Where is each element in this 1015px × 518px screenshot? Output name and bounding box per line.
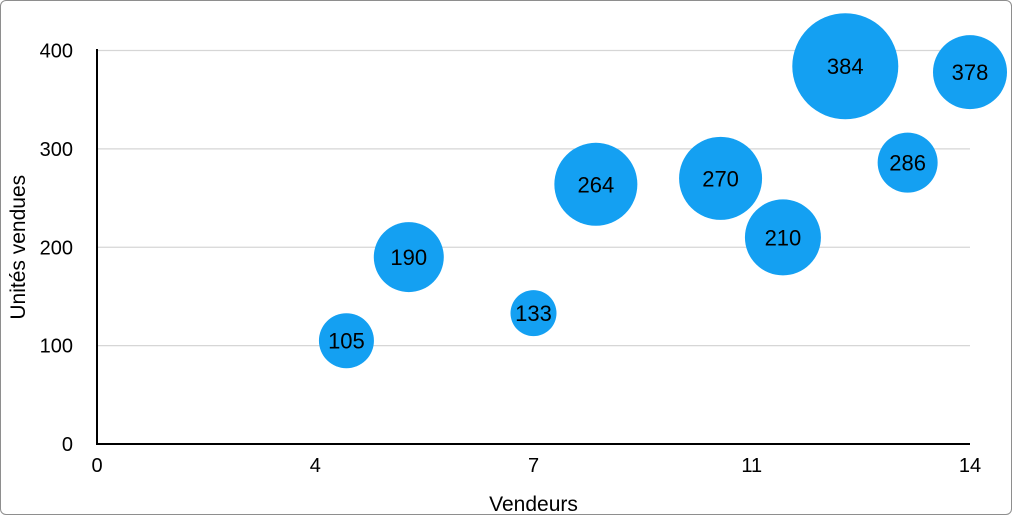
x-tick-label: 11 bbox=[741, 455, 762, 477]
bubble-label: 384 bbox=[827, 54, 864, 79]
bubble[interactable] bbox=[792, 13, 899, 120]
bubble[interactable] bbox=[679, 136, 763, 220]
bubble-label: 286 bbox=[889, 151, 926, 176]
bubble-label: 270 bbox=[702, 166, 739, 191]
bubble[interactable] bbox=[877, 132, 938, 193]
x-tick-label: 0 bbox=[91, 455, 102, 477]
y-axis-title: Unités vendues bbox=[7, 175, 30, 320]
bubble[interactable] bbox=[554, 142, 638, 226]
bubble-label: 378 bbox=[952, 60, 989, 85]
x-tick-label: 4 bbox=[310, 455, 321, 477]
x-tick-label: 7 bbox=[528, 455, 539, 477]
y-tick-label: 0 bbox=[62, 434, 73, 456]
y-tick-label: 300 bbox=[40, 139, 73, 161]
x-tick-label: 14 bbox=[959, 455, 981, 477]
bubble-label: 105 bbox=[328, 329, 365, 354]
bubble-label: 210 bbox=[765, 225, 802, 250]
y-tick-label: 200 bbox=[40, 237, 73, 259]
bubble-label: 190 bbox=[390, 245, 427, 270]
bubble-label: 264 bbox=[577, 172, 614, 197]
bubble[interactable] bbox=[744, 199, 821, 276]
y-tick-label: 100 bbox=[40, 336, 73, 358]
y-tick-label: 400 bbox=[40, 41, 73, 63]
bubble[interactable] bbox=[318, 313, 374, 369]
bubble[interactable] bbox=[373, 222, 444, 293]
x-axis-title: Vendeurs bbox=[489, 493, 578, 516]
bubble-label: 133 bbox=[515, 301, 552, 326]
bubble[interactable] bbox=[510, 290, 557, 337]
bubble[interactable] bbox=[933, 35, 1007, 110]
